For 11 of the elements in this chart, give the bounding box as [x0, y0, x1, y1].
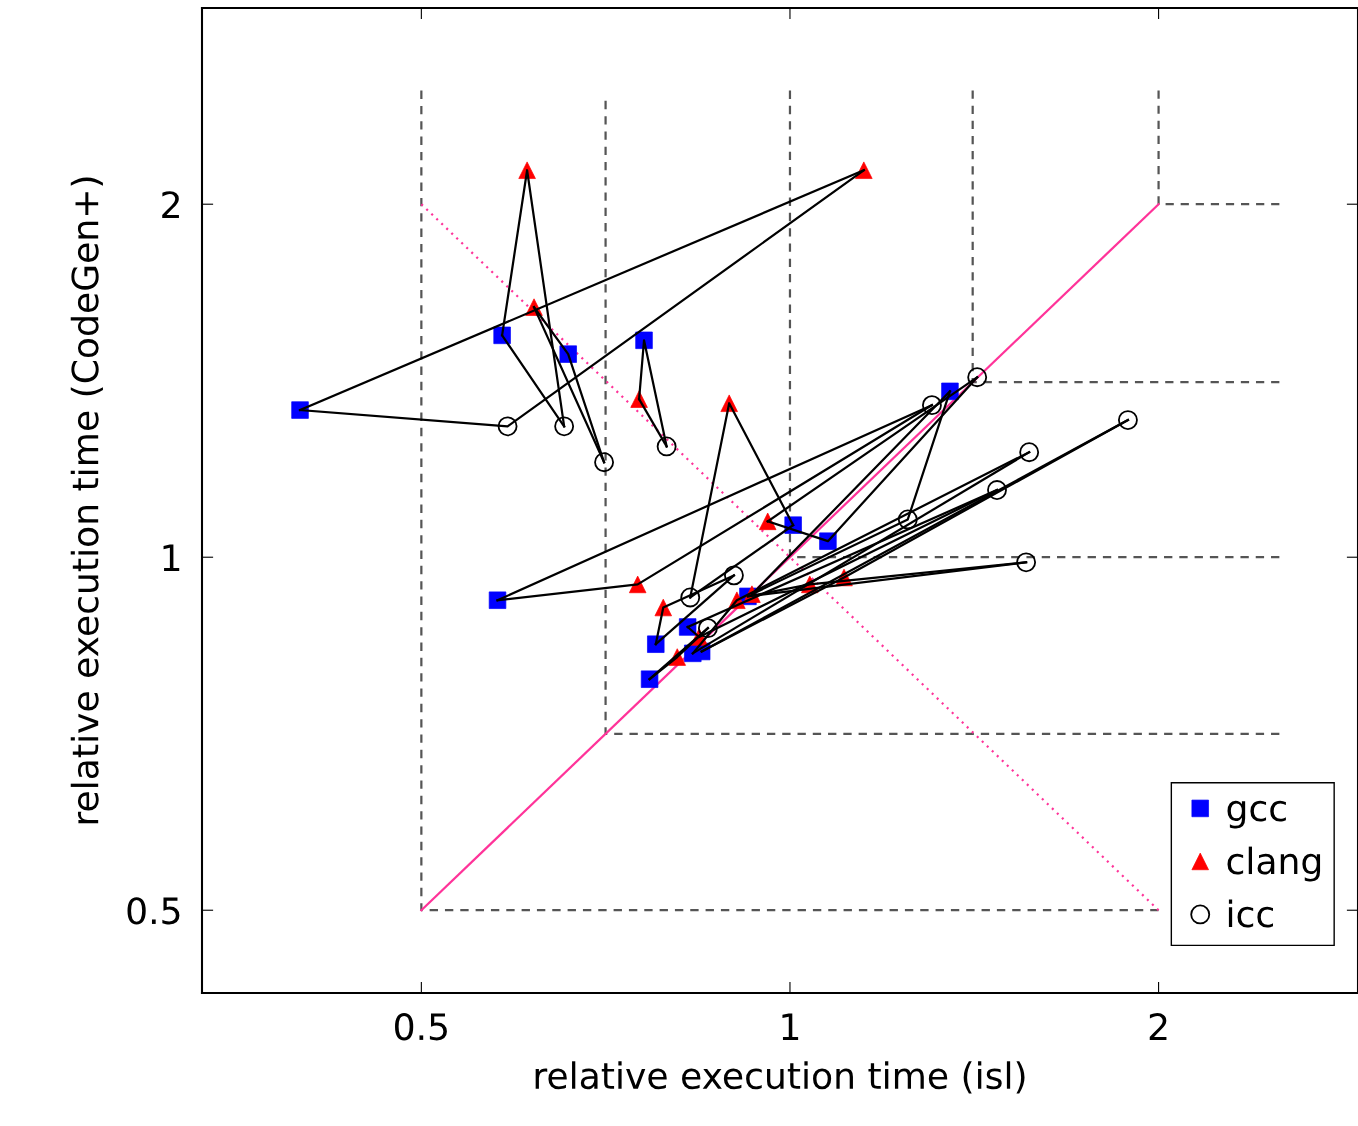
y-tick-label: 2	[162, 191, 179, 218]
x-axis-title: relative execution time (isl)	[535, 1061, 1025, 1094]
legend-label: clang	[1227, 846, 1321, 882]
legend-label: icc	[1228, 899, 1274, 928]
x-tick-label: 1	[782, 1013, 799, 1040]
x-tick-label: 0.5	[395, 1013, 447, 1041]
y-tick-label: 0.5	[127, 897, 180, 925]
y-tick-label: 1	[163, 544, 180, 571]
y-axis-title: relative execution time (CodeGen+)	[70, 177, 103, 824]
x-tick-label: 2	[1149, 1013, 1167, 1040]
legend-label: gcc	[1227, 800, 1286, 829]
